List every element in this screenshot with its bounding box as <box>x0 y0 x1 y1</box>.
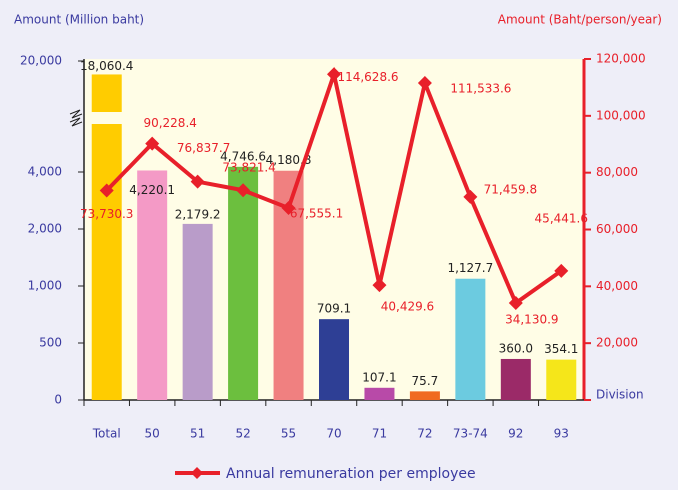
y2-tick-label: 120,000 <box>596 52 646 66</box>
y-axis-label: Amount (Million baht) <box>14 13 144 27</box>
line-label: 73,821.4 <box>222 161 275 175</box>
bar <box>228 166 259 400</box>
y-tick-label: 1,000 <box>28 279 62 293</box>
line-marker <box>327 67 341 82</box>
bar-label: 360.0 <box>499 341 533 355</box>
bar-label: 4,180.8 <box>266 153 312 167</box>
bar <box>500 358 531 400</box>
line-label: 67,555.1 <box>290 207 343 221</box>
line-label: 71,459.8 <box>484 182 537 196</box>
x-tick-label: Total <box>92 427 121 441</box>
x-tick-label: 51 <box>190 427 205 441</box>
line-label: 45,441.6 <box>535 211 588 225</box>
bar-label: 107.1 <box>362 370 396 384</box>
x-tick-label: 50 <box>145 427 160 441</box>
line-marker <box>190 174 205 189</box>
line-label: 76,837.7 <box>177 141 230 155</box>
line-label: 40,429.6 <box>381 300 434 314</box>
line-label: 73,730.3 <box>80 207 133 221</box>
y-tick-label: 2,000 <box>28 222 62 236</box>
y2-tick-label: 80,000 <box>596 165 638 179</box>
y-tick-label: 4,000 <box>28 165 62 179</box>
x-axis-label: Division <box>596 388 644 402</box>
y-tick-label: 20,000 <box>20 54 62 68</box>
x-tick-label: 55 <box>281 427 296 441</box>
x-tick-label: 70 <box>326 427 341 441</box>
line-marker <box>236 183 251 198</box>
line-marker <box>372 278 387 293</box>
y-tick-label: 500 <box>39 336 62 350</box>
bar-label: 75.7 <box>412 374 439 388</box>
line-label: 111,533.6 <box>450 82 511 96</box>
line-marker <box>99 183 114 198</box>
bar <box>546 359 577 400</box>
line-marker <box>145 136 160 151</box>
line-marker <box>281 201 296 216</box>
line-label: 114,628.6 <box>337 70 398 84</box>
line-marker <box>417 76 432 91</box>
y-tick-label: 0 <box>54 393 62 407</box>
line-label: 34,130.9 <box>505 313 558 327</box>
bar-label: 709.1 <box>317 302 351 316</box>
line-marker <box>463 189 478 204</box>
bar-label: 1,127.7 <box>447 261 493 275</box>
bar-label: 354.1 <box>544 342 578 356</box>
x-tick-label: 73-74 <box>453 427 488 441</box>
y2-axis-label: Amount (Baht/person/year) <box>498 13 662 27</box>
legend-marker <box>191 467 203 479</box>
bar <box>364 387 395 400</box>
x-tick-label: 93 <box>554 427 569 441</box>
x-tick-label: 72 <box>417 427 432 441</box>
y2-tick-label: 20,000 <box>596 336 638 350</box>
legend-label: Annual remuneration per employee <box>226 466 476 482</box>
bar <box>409 391 440 400</box>
line-marker <box>554 263 569 278</box>
y2-tick-label: 60,000 <box>596 222 638 236</box>
bar-label: 18,060.4 <box>80 59 133 73</box>
x-tick-label: 71 <box>372 427 387 441</box>
line-label: 90,228.4 <box>143 116 196 130</box>
bar-label: 4,746.6 <box>220 149 266 163</box>
axis-break-gap <box>90 112 126 124</box>
x-tick-label: 92 <box>508 427 523 441</box>
line-marker <box>508 296 523 311</box>
y2-tick-label: 40,000 <box>596 279 638 293</box>
bar <box>319 319 349 400</box>
bar-label: 2,179.2 <box>175 207 221 221</box>
bar <box>137 170 168 400</box>
x-tick-label: 52 <box>235 427 250 441</box>
y2-tick-label: 100,000 <box>596 108 646 122</box>
axis-break <box>69 109 83 127</box>
bar <box>182 223 213 400</box>
bar-label: 4,220.1 <box>129 183 175 197</box>
bar <box>91 74 122 400</box>
bar <box>455 278 486 400</box>
